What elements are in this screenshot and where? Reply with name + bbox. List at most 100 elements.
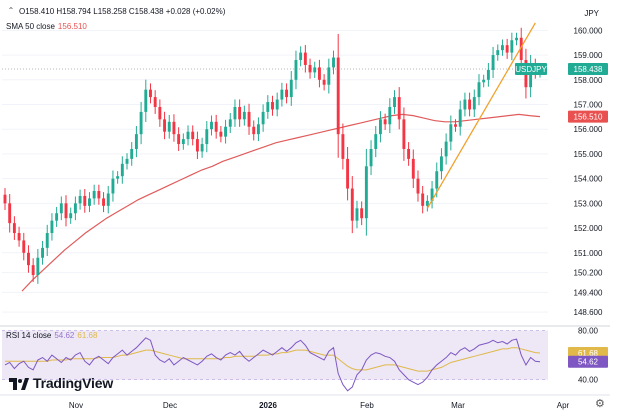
candle[interactable] xyxy=(41,240,44,265)
candle[interactable] xyxy=(64,195,68,227)
candle[interactable] xyxy=(210,115,213,136)
candle[interactable] xyxy=(472,89,476,117)
candle[interactable] xyxy=(510,32,514,61)
candle[interactable] xyxy=(111,170,115,202)
candle[interactable] xyxy=(454,119,457,132)
tradingview-logo[interactable]: TradingView xyxy=(9,375,113,391)
candle[interactable] xyxy=(200,137,204,158)
candle[interactable] xyxy=(31,258,35,282)
candle[interactable] xyxy=(73,196,77,221)
candle[interactable] xyxy=(242,105,246,126)
candle[interactable] xyxy=(163,111,167,140)
candle[interactable] xyxy=(59,196,63,221)
candle[interactable] xyxy=(383,113,387,130)
candle[interactable] xyxy=(360,201,364,226)
candle[interactable] xyxy=(491,46,495,79)
candle[interactable] xyxy=(228,113,232,134)
candle[interactable] xyxy=(280,82,284,107)
rsi-legend[interactable]: RSI 14 close 54.62 61.68 xyxy=(6,331,97,340)
candle[interactable] xyxy=(134,126,138,158)
candle[interactable] xyxy=(195,131,199,160)
candle[interactable] xyxy=(515,32,518,46)
candle[interactable] xyxy=(224,119,228,144)
candle[interactable] xyxy=(12,216,16,240)
candle[interactable] xyxy=(378,111,382,143)
candle[interactable] xyxy=(55,206,59,227)
candle[interactable] xyxy=(130,142,134,166)
candle[interactable] xyxy=(486,62,490,87)
candle[interactable] xyxy=(69,207,73,224)
candle[interactable] xyxy=(17,226,21,247)
candle[interactable] xyxy=(407,142,411,166)
candle[interactable] xyxy=(416,170,420,202)
candle[interactable] xyxy=(22,232,26,261)
candle[interactable] xyxy=(322,74,326,91)
trendline[interactable] xyxy=(426,22,536,209)
price-axis[interactable]: 160.000 159.000 158.000 157.000 156.000 155.0… xyxy=(515,26,608,317)
settings-gear-icon[interactable]: ⚙ xyxy=(595,398,605,410)
candle[interactable] xyxy=(308,58,312,79)
candle[interactable] xyxy=(294,50,298,90)
candle[interactable] xyxy=(364,148,368,236)
candle[interactable] xyxy=(92,184,96,205)
candle[interactable] xyxy=(430,180,434,209)
candle[interactable] xyxy=(332,50,335,75)
candle[interactable] xyxy=(247,103,251,135)
candle[interactable] xyxy=(529,54,533,98)
candle[interactable] xyxy=(266,95,270,119)
candle[interactable] xyxy=(468,92,472,117)
candle[interactable] xyxy=(116,171,120,184)
candle[interactable] xyxy=(50,213,54,241)
candle[interactable] xyxy=(191,125,195,146)
candle[interactable] xyxy=(97,184,101,205)
candle[interactable] xyxy=(214,114,218,139)
candle[interactable] xyxy=(327,58,331,94)
candle[interactable] xyxy=(496,44,500,61)
candle[interactable] xyxy=(317,59,321,88)
candle[interactable] xyxy=(252,120,256,141)
candle[interactable] xyxy=(313,61,317,79)
candle[interactable] xyxy=(8,193,12,233)
candle[interactable] xyxy=(425,195,429,212)
candle[interactable] xyxy=(458,100,462,136)
candle[interactable] xyxy=(449,115,453,151)
candle[interactable] xyxy=(505,38,509,59)
candle[interactable] xyxy=(350,176,354,234)
candle[interactable] xyxy=(477,74,481,106)
candle[interactable] xyxy=(285,83,289,104)
candle[interactable] xyxy=(271,95,274,116)
candle[interactable] xyxy=(289,71,293,106)
candle[interactable] xyxy=(374,126,378,158)
candle[interactable] xyxy=(120,156,124,184)
candle[interactable] xyxy=(78,189,82,210)
candle[interactable] xyxy=(463,92,467,117)
candle[interactable] xyxy=(158,99,162,127)
candle[interactable] xyxy=(482,74,486,88)
candle[interactable] xyxy=(439,148,443,180)
candle[interactable] xyxy=(36,248,40,284)
candle[interactable] xyxy=(303,45,307,73)
candle[interactable] xyxy=(341,123,345,170)
candle[interactable] xyxy=(402,107,406,161)
candle[interactable] xyxy=(261,104,265,132)
candle[interactable] xyxy=(125,153,129,170)
candle[interactable] xyxy=(186,125,190,146)
candle[interactable] xyxy=(411,149,415,189)
collapse-chevron-icon[interactable]: ⌃ xyxy=(7,6,15,15)
candle[interactable] xyxy=(233,99,237,127)
candle[interactable] xyxy=(346,147,350,201)
candle[interactable] xyxy=(181,133,185,150)
candle[interactable] xyxy=(369,140,373,176)
candle[interactable] xyxy=(177,127,181,151)
sma-legend[interactable]: SMA 50 close 156.510 xyxy=(6,22,87,31)
candle[interactable] xyxy=(238,99,242,127)
candle[interactable] xyxy=(45,224,49,257)
candle[interactable] xyxy=(3,188,7,210)
candle[interactable] xyxy=(153,90,157,114)
candle[interactable] xyxy=(501,39,504,56)
candle[interactable] xyxy=(149,83,152,104)
candle[interactable] xyxy=(397,87,401,130)
candlesticks[interactable] xyxy=(3,27,542,284)
candle[interactable] xyxy=(421,185,425,214)
